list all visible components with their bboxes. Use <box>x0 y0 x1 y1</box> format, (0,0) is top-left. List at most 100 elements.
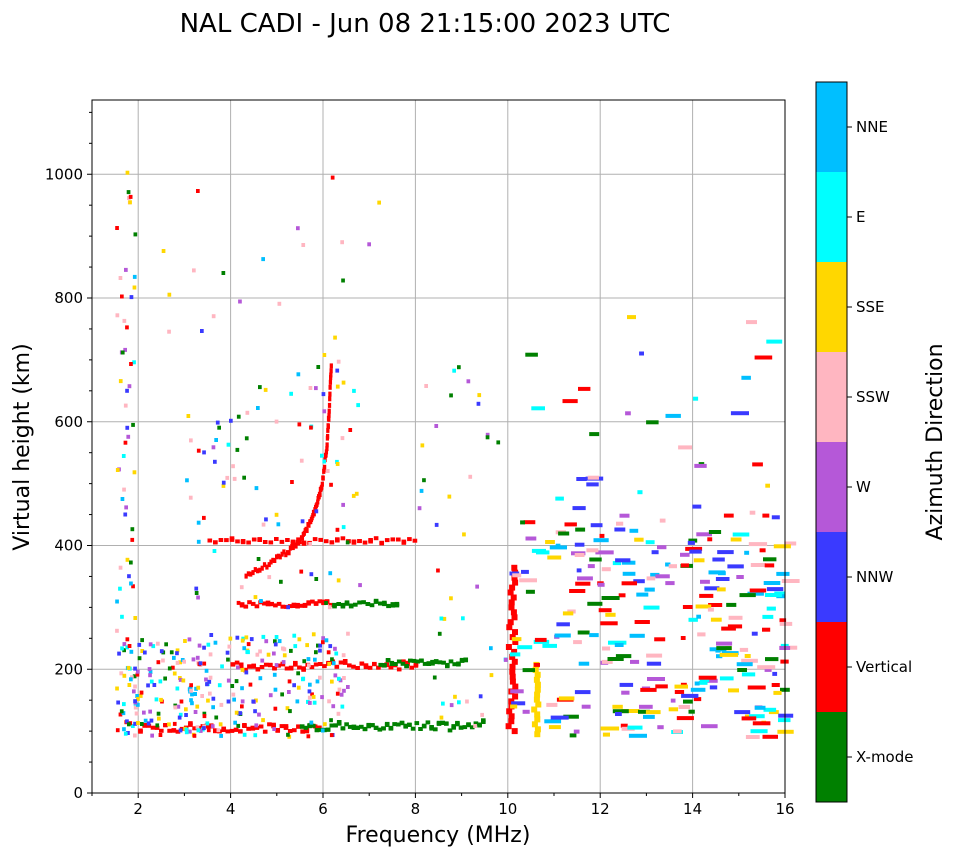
echo-point-ssw <box>274 419 279 424</box>
echo-point-sse <box>612 704 623 709</box>
echo-point-vertical <box>306 734 311 739</box>
echo-point-vertical <box>347 663 352 668</box>
echo-point-e <box>196 728 201 733</box>
echo-point-w <box>240 699 245 704</box>
echo-point-vertical <box>367 665 373 670</box>
echo-point-vertical <box>229 536 235 541</box>
echo-point-vertical <box>534 637 547 642</box>
echo-point-x-mode <box>451 724 457 729</box>
echo-point-sse <box>534 681 541 688</box>
echo-point-ssw <box>750 563 766 567</box>
echo-point-w <box>191 657 196 662</box>
echo-point-vertical <box>762 734 778 739</box>
echo-point-vertical <box>373 536 379 541</box>
echo-point-x-mode <box>366 724 372 729</box>
echo-point-vertical <box>351 664 356 669</box>
echo-point-sse <box>240 667 245 672</box>
echo-point-e <box>531 406 545 411</box>
echo-point-ssw <box>781 579 800 583</box>
echo-point-vertical <box>158 733 163 737</box>
x-axis-label: Frequency (MHz) <box>346 823 531 848</box>
echo-point-vertical <box>401 539 407 544</box>
echo-point-vertical <box>118 712 123 717</box>
echo-point-nne <box>148 670 153 674</box>
echo-point-x-mode <box>370 723 375 728</box>
echo-point-vertical <box>508 718 515 725</box>
echo-point-ssw <box>308 386 313 390</box>
echo-point-vertical <box>321 475 325 481</box>
echo-point-ssw <box>749 510 756 515</box>
echo-point-nne <box>763 581 781 585</box>
echo-point-sse <box>773 544 791 549</box>
echo-point-vertical <box>292 728 297 733</box>
echo-point-x-mode <box>289 648 293 653</box>
colorbar-frame <box>815 81 848 803</box>
echo-point-ssw <box>346 631 350 636</box>
echo-point-nne <box>628 733 647 738</box>
echo-point-nnw <box>286 605 290 610</box>
echo-point-e <box>340 704 345 709</box>
echo-point-x-mode <box>256 557 261 561</box>
echo-point-ssw <box>307 695 312 700</box>
echo-point-w <box>281 660 286 665</box>
echo-point-nnw <box>194 586 199 591</box>
echo-point-x-mode <box>385 658 391 662</box>
echo-point-ssw <box>192 268 196 273</box>
echo-point-nne <box>718 571 726 576</box>
echo-point-vertical <box>207 538 213 543</box>
echo-point-x-mode <box>445 664 450 669</box>
echo-point-ssw <box>189 688 193 693</box>
echo-point-w <box>703 678 718 683</box>
echo-point-x-mode <box>324 601 328 605</box>
colorbar-segment-w <box>816 442 847 532</box>
echo-point-x-mode <box>400 661 406 666</box>
echo-point-e <box>536 550 550 555</box>
echo-point-x-mode <box>436 720 442 725</box>
echo-point-x-mode <box>458 725 464 730</box>
echo-point-vertical <box>115 226 119 230</box>
echo-point-x-mode <box>384 723 390 727</box>
echo-point-sse <box>305 643 309 648</box>
echo-point-e <box>123 731 128 736</box>
echo-point-e <box>509 652 521 657</box>
echo-point-vertical <box>268 540 274 545</box>
echo-point-e <box>120 646 124 651</box>
echo-point-x-mode <box>303 725 309 730</box>
echo-point-nne <box>419 488 424 493</box>
echo-point-nne <box>593 538 609 543</box>
echo-point-nnw <box>556 622 570 627</box>
echo-point-nnw <box>177 715 182 720</box>
echo-point-nnw <box>184 713 188 717</box>
echo-point-vertical <box>297 665 302 670</box>
echo-point-x-mode <box>120 350 125 355</box>
echo-point-nnw <box>127 574 131 579</box>
echo-point-vertical <box>335 691 340 696</box>
echo-point-vertical <box>189 683 193 688</box>
echo-point-x-mode <box>456 661 461 666</box>
echo-point-ssw <box>277 301 282 306</box>
echo-point-vertical <box>246 726 251 731</box>
echo-point-w <box>597 582 605 587</box>
echo-point-ssw <box>255 652 260 657</box>
echo-point-sse <box>548 725 561 730</box>
echo-point-vertical <box>330 175 335 180</box>
echo-point-nnw <box>123 512 128 517</box>
echo-point-nne <box>331 661 336 666</box>
echo-point-vertical <box>312 537 318 542</box>
echo-point-nnw <box>213 459 217 464</box>
echo-point-vertical <box>505 644 512 650</box>
x-tick-label: 10 <box>498 800 517 818</box>
echo-point-nnw <box>137 642 142 647</box>
echo-point-x-mode <box>318 727 324 732</box>
echo-point-nne <box>143 718 148 723</box>
echo-point-ssw <box>678 705 691 709</box>
echo-point-ssw <box>307 663 311 668</box>
echo-point-nnw <box>143 650 147 655</box>
echo-point-x-mode <box>258 385 262 390</box>
echo-point-vertical <box>752 462 763 467</box>
echo-point-sse <box>354 491 359 496</box>
echo-point-sse <box>674 684 688 689</box>
echo-point-nne <box>614 643 624 647</box>
echo-point-x-mode <box>411 658 417 663</box>
echo-point-sse <box>744 654 751 658</box>
